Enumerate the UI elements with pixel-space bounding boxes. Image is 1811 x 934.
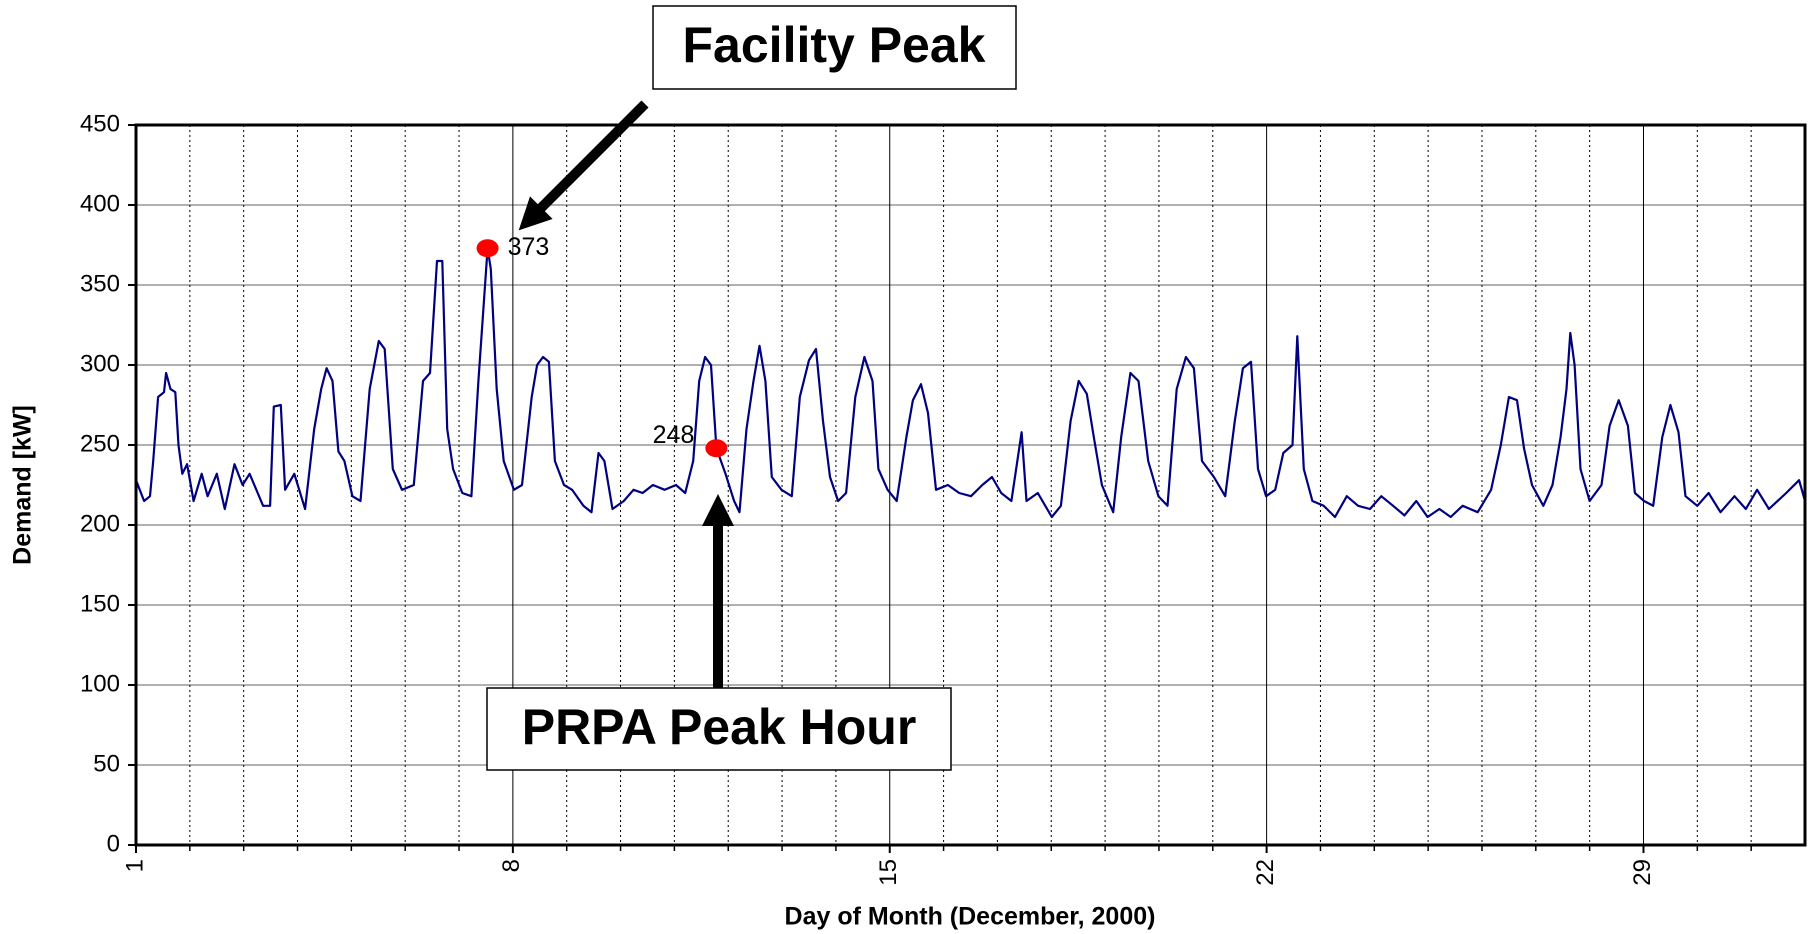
y-tick-label: 100 [80,670,120,697]
y-tick-label: 300 [80,350,120,377]
x-tick-label: 1 [121,859,148,872]
annotation-box [486,687,952,771]
annotation: PRPA Peak Hour [522,699,917,755]
y-tick-label: 150 [80,590,120,617]
x-tick-label: 29 [1629,859,1656,886]
x-axis-title: Day of Month (December, 2000) [785,903,1156,931]
annotation-box [652,5,1017,90]
point-label: 248 [653,421,695,449]
x-tick-label: 22 [1252,859,1279,886]
y-axis-title: Demand [kW] [9,405,37,565]
y-tick-label: 350 [80,270,120,297]
line-series [134,247,1807,519]
y-tick-label: 200 [80,510,120,537]
highlight-point [705,439,728,458]
x-tick-label: 8 [498,859,525,872]
grid [135,124,1805,846]
y-tick-label: 0 [107,830,120,857]
arrow [518,100,649,231]
x-tick-label: 15 [875,859,902,886]
highlight-point [476,239,499,258]
y-tick-label: 250 [80,430,120,457]
point-label: 373 [508,233,550,261]
plot-frame [134,123,1807,847]
annotation: Facility Peak [683,17,986,73]
y-tick-label: 400 [80,190,120,217]
y-tick-label: 50 [93,750,120,777]
plot [134,247,1807,519]
y-tick-label: 450 [80,110,120,137]
